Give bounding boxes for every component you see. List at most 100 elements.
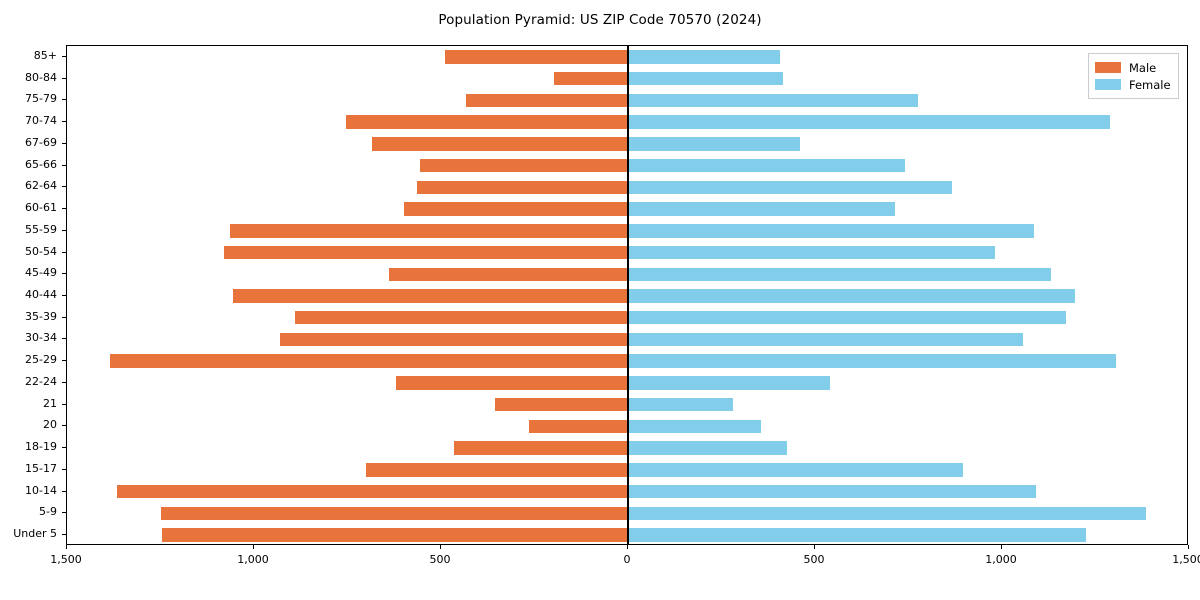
y-axis-tick <box>62 142 66 144</box>
bar-male-under-5 <box>162 528 628 542</box>
bar-male-40-44 <box>233 289 628 303</box>
bar-row <box>67 354 1187 368</box>
bar-female-18-19 <box>628 441 787 455</box>
x-axis-tick <box>1001 545 1002 549</box>
bar-male-5-9 <box>160 506 628 521</box>
bar-female-25-29 <box>628 354 1117 368</box>
y-axis-label-35-39: 35-39 <box>25 309 57 323</box>
bar-row <box>67 267 1187 281</box>
bar-male-65-66 <box>420 158 628 173</box>
bar-row <box>67 397 1187 412</box>
y-axis-label-45-49: 45-49 <box>25 266 57 280</box>
plot-area <box>66 45 1188 545</box>
chart-title: Population Pyramid: US ZIP Code 70570 (2… <box>438 12 762 28</box>
y-axis-tick <box>62 273 66 275</box>
bar-row <box>67 441 1187 455</box>
bar-row <box>67 245 1187 260</box>
bar-female-65-66 <box>628 158 905 173</box>
y-axis-label-22-24: 22-24 <box>25 374 57 388</box>
x-axis-label-0: 1,500 <box>50 553 82 566</box>
y-axis-tick <box>62 208 66 210</box>
bar-female-60-61 <box>628 202 896 216</box>
chart-legend: Male Female <box>1088 53 1179 99</box>
bar-row <box>67 93 1187 108</box>
bar-female-62-64 <box>628 180 952 195</box>
legend-swatch-female <box>1095 79 1121 90</box>
bar-male-55-59 <box>229 224 628 238</box>
x-axis-label-1: 1,000 <box>237 553 269 566</box>
y-axis-tick <box>62 77 66 79</box>
bar-row <box>67 311 1187 325</box>
bar-male-50-54 <box>224 245 628 260</box>
bar-female-10-14 <box>628 484 1036 499</box>
x-axis-tick <box>627 545 628 549</box>
bar-female-45-49 <box>628 267 1051 281</box>
bar-male-70-74 <box>345 115 628 129</box>
y-axis-tick <box>62 490 66 492</box>
bar-female-5-9 <box>628 506 1146 521</box>
bars-layer <box>67 46 1187 544</box>
y-axis-tick <box>62 338 66 340</box>
bar-female-55-59 <box>628 224 1034 238</box>
x-axis-tick <box>66 545 67 549</box>
bar-male-10-14 <box>117 484 628 499</box>
y-axis-label-21: 21 <box>43 396 57 410</box>
bar-male-18-19 <box>454 441 628 455</box>
x-axis-label-2: 500 <box>429 553 451 566</box>
bar-row <box>67 137 1187 151</box>
bar-row <box>67 484 1187 499</box>
bar-female-67-69 <box>628 137 801 151</box>
bar-male-62-64 <box>416 180 628 195</box>
bar-female-70-74 <box>628 115 1111 129</box>
y-axis-label-20: 20 <box>43 418 57 432</box>
y-axis-tick <box>62 295 66 296</box>
x-axis-tick <box>440 545 441 549</box>
y-axis-label-40-44: 40-44 <box>25 288 57 301</box>
y-axis-label-25-29: 25-29 <box>25 353 57 367</box>
bar-female-21 <box>628 397 733 412</box>
legend-item-male[interactable]: Male <box>1095 59 1171 76</box>
legend-swatch-male <box>1095 62 1121 73</box>
bar-female-15-17 <box>628 463 963 477</box>
bar-row <box>67 158 1187 173</box>
y-axis-label-65-66: 65-66 <box>25 157 57 171</box>
y-axis-tick <box>62 99 66 101</box>
legend-label-male: Male <box>1129 60 1157 75</box>
bar-row <box>67 528 1187 542</box>
y-axis-label-80-84: 80-84 <box>25 70 57 84</box>
bar-female-under-5 <box>628 528 1087 542</box>
bar-male-22-24 <box>396 376 628 390</box>
y-axis-label-75-79: 75-79 <box>25 92 57 106</box>
x-axis-tick <box>253 545 254 549</box>
x-axis-label-3: 0 <box>623 553 631 566</box>
y-axis-tick <box>62 316 66 318</box>
bar-row <box>67 224 1187 238</box>
x-axis-tick <box>1188 545 1189 549</box>
bar-row <box>67 115 1187 129</box>
bar-row <box>67 71 1187 86</box>
y-axis-label-under-5: Under 5 <box>13 527 57 541</box>
y-axis-tick <box>62 512 66 514</box>
bar-row <box>67 50 1187 64</box>
bar-row <box>67 376 1187 390</box>
y-axis-tick <box>62 164 66 166</box>
x-axis-label-4: 500 <box>803 553 825 566</box>
y-axis-label-50-54: 50-54 <box>25 244 57 258</box>
y-axis-tick <box>62 425 66 427</box>
bar-row <box>67 289 1187 303</box>
bar-male-30-34 <box>280 332 628 347</box>
bar-female-22-24 <box>628 376 830 390</box>
y-axis-tick <box>62 121 66 123</box>
legend-item-female[interactable]: Female <box>1095 76 1171 93</box>
y-axis-label-10-14: 10-14 <box>25 483 57 497</box>
y-axis-label-67-69: 67-69 <box>25 135 57 149</box>
y-axis-label-30-34: 30-34 <box>25 331 57 345</box>
y-axis-tick <box>62 360 66 362</box>
bar-row <box>67 506 1187 521</box>
y-axis-label-70-74: 70-74 <box>25 114 57 128</box>
legend-label-female: Female <box>1129 77 1171 92</box>
zero-axis-line <box>627 46 629 544</box>
x-axis-label-6: 1,500 <box>1172 553 1200 566</box>
bar-male-45-49 <box>388 267 628 281</box>
